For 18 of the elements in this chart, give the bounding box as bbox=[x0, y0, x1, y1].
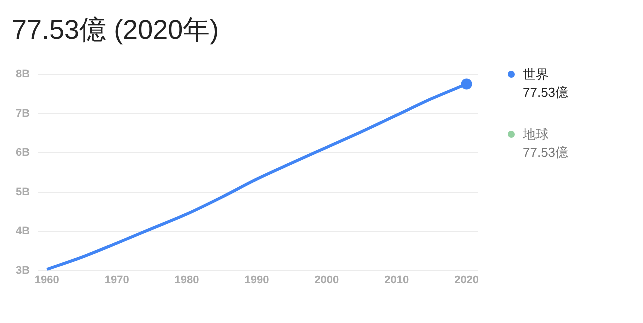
chart-title: 77.53億 (2020年) bbox=[12, 14, 220, 47]
x-tick-label: 2000 bbox=[314, 274, 340, 286]
x-tick-label: 1970 bbox=[104, 274, 130, 286]
text: 77.53億 bbox=[523, 144, 569, 162]
x-tick-label: 2020 bbox=[454, 274, 480, 286]
x-tick-label: 1980 bbox=[174, 274, 200, 286]
x-tick-label: 2010 bbox=[384, 274, 410, 286]
legend-label: 地球 bbox=[523, 126, 550, 144]
x-tick-label: 1960 bbox=[34, 274, 60, 286]
y-tick-label: 7B bbox=[16, 108, 30, 120]
y-tick-label: 5B bbox=[16, 186, 30, 198]
text: 77.53億 bbox=[523, 84, 569, 102]
y-tick-label: 8B bbox=[16, 68, 30, 81]
y-tick-label: 6B bbox=[16, 147, 30, 160]
x-tick-label: 1990 bbox=[244, 274, 270, 286]
legend-label: 世界 bbox=[523, 66, 550, 84]
y-tick-label: 3B bbox=[16, 264, 30, 277]
y-tick-label: 4B bbox=[16, 226, 30, 238]
